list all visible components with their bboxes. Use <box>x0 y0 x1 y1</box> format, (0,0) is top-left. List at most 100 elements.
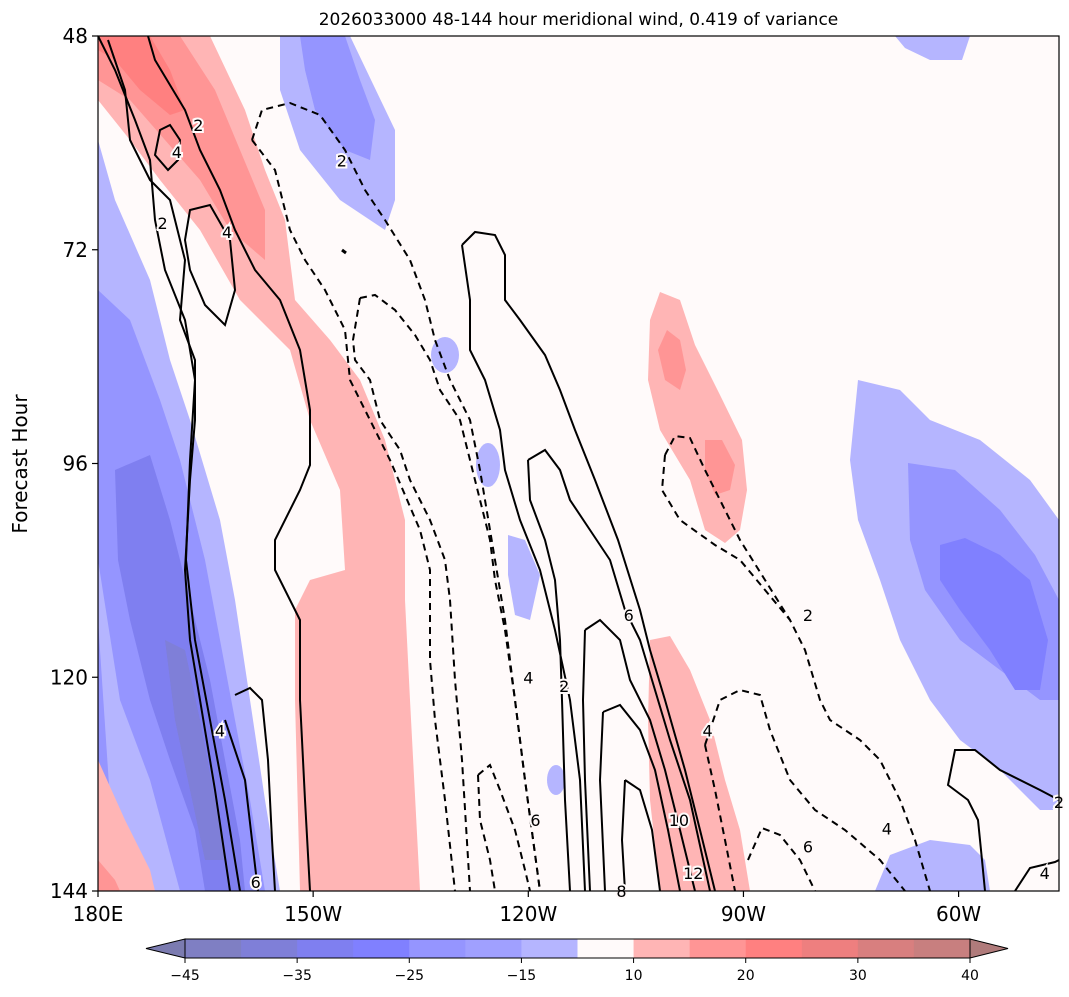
contour-label: 6 <box>624 606 634 625</box>
contour-label: 4 <box>222 223 232 242</box>
contour-neg-4 <box>351 297 471 891</box>
contour-neg-7 <box>664 434 931 891</box>
contour-label: 6 <box>803 837 813 856</box>
contour-label: 2 <box>803 606 813 625</box>
colorbar-swatch <box>857 939 915 958</box>
colorbar-swatch <box>465 939 522 958</box>
contour-neg-3 <box>359 293 541 891</box>
colorbar-swatch <box>297 939 354 958</box>
colorbar-tick-label: 20 <box>737 968 755 984</box>
colorbar-swatch <box>633 939 691 958</box>
blue-top-right <box>895 36 970 60</box>
colorbar-extend-high <box>969 938 1009 959</box>
contour-label: 6 <box>251 873 261 892</box>
colorbar-swatch <box>521 939 578 958</box>
x-tick-label: 150W <box>284 902 342 926</box>
colorbar-swatch <box>689 939 747 958</box>
pink-streak-outer <box>98 36 420 891</box>
contour-neg-2 <box>251 139 456 891</box>
contour-neg-1 <box>251 101 541 891</box>
chart-title: 2026033000 48-144 hour meridional wind, … <box>318 10 839 30</box>
colorbar-swatch <box>745 939 803 958</box>
colorbar-swatch <box>801 939 859 958</box>
blue-right-inner <box>940 538 1048 690</box>
contour-label: 2 <box>559 677 569 696</box>
pink-streak-inner <box>98 36 185 115</box>
colorbar-tick-label: 30 <box>849 968 867 984</box>
contour-pos-1 <box>147 36 311 891</box>
y-tick-label: 72 <box>63 238 88 262</box>
colorbar-swatch <box>185 939 242 958</box>
contour-label: 2 <box>193 116 203 135</box>
contour-pos-17 <box>620 779 626 891</box>
contour-pos-11 <box>527 459 571 891</box>
y-tick-label: 96 <box>63 452 88 476</box>
contour-label: 4 <box>215 722 225 741</box>
colorbar-tick-label: 10 <box>625 968 643 984</box>
contour-neg-9 <box>704 688 906 891</box>
pink-right-lower <box>648 636 750 891</box>
blue-top-streak-inner <box>300 36 375 160</box>
y-tick-label: 48 <box>63 24 88 48</box>
pink-bottom-left-outer <box>98 760 155 891</box>
contour-pos-9 <box>461 244 586 891</box>
blue-blob-3 <box>508 535 540 620</box>
contour-pos-15 <box>598 711 606 891</box>
contour-pos-3 <box>98 36 241 891</box>
colorbar-tick-label: −15 <box>507 968 537 984</box>
colorbar-tick-label: −25 <box>395 968 425 984</box>
contour-pos-18 <box>946 749 1059 891</box>
contour-label: 6 <box>530 811 540 830</box>
colorbar-swatch <box>353 939 410 958</box>
contour-label: 10 <box>669 811 689 830</box>
contour-neg-11 <box>747 826 816 891</box>
x-axis: 180E 150W 120W 90W 60W <box>73 891 981 926</box>
colorbar-extend-low <box>145 938 186 959</box>
pink-right-upper-core <box>705 440 735 495</box>
contour-pos-10 <box>527 448 711 891</box>
blue-bottom-right <box>875 840 990 891</box>
contour-pos-14 <box>602 703 681 891</box>
colorbar-tick-label: −35 <box>282 968 312 984</box>
filled-contours <box>98 36 1059 891</box>
contour-pos-5 <box>183 203 237 327</box>
y-tick-label: 120 <box>50 665 88 689</box>
contour-label: 4 <box>523 668 533 687</box>
colorbar-swatch <box>409 939 466 958</box>
contour-pos-16 <box>624 779 661 891</box>
contour-label: 2 <box>337 152 347 171</box>
y-axis: 48 72 96 120 144 <box>50 24 98 903</box>
contour-pos-13 <box>581 629 591 891</box>
colorbar-tick-label: −45 <box>170 968 200 984</box>
contour-pos-12 <box>584 618 696 891</box>
contour-label: 2 <box>157 214 167 233</box>
colorbar: −45 −35 −25 −15 10 20 30 40 <box>145 938 1009 984</box>
x-tick-label: 120W <box>499 902 557 926</box>
contour-neg-6 <box>477 774 496 891</box>
blue-blob-4 <box>547 765 565 795</box>
x-tick-label: 60W <box>936 902 981 926</box>
x-tick-label: 180E <box>73 902 124 926</box>
pink-right-upper-inner <box>658 330 686 390</box>
colorbar-swatch <box>241 939 298 958</box>
contour-pos-7 <box>224 719 259 891</box>
pink-bottom-left-inner <box>98 860 120 891</box>
pink-streak-mid <box>98 36 265 260</box>
contour-neg-5 <box>477 763 531 891</box>
contour-label: 4 <box>1040 864 1050 883</box>
contour-pos-2 <box>107 39 231 891</box>
contour-pos-4 <box>153 123 182 172</box>
x-tick-label: 90W <box>721 902 766 926</box>
contour-neg-10 <box>704 744 736 891</box>
contour-pos-6 <box>234 686 276 891</box>
contour-label: 4 <box>172 143 182 162</box>
colorbar-swatch <box>577 939 635 958</box>
colorbar-tick-label: 40 <box>961 968 979 984</box>
contour-small-marker <box>341 248 347 255</box>
contour-pos-19 <box>1014 859 1059 891</box>
contour-label: 4 <box>702 722 712 741</box>
contour-lines <box>98 36 1059 891</box>
contour-neg-8 <box>660 454 791 621</box>
